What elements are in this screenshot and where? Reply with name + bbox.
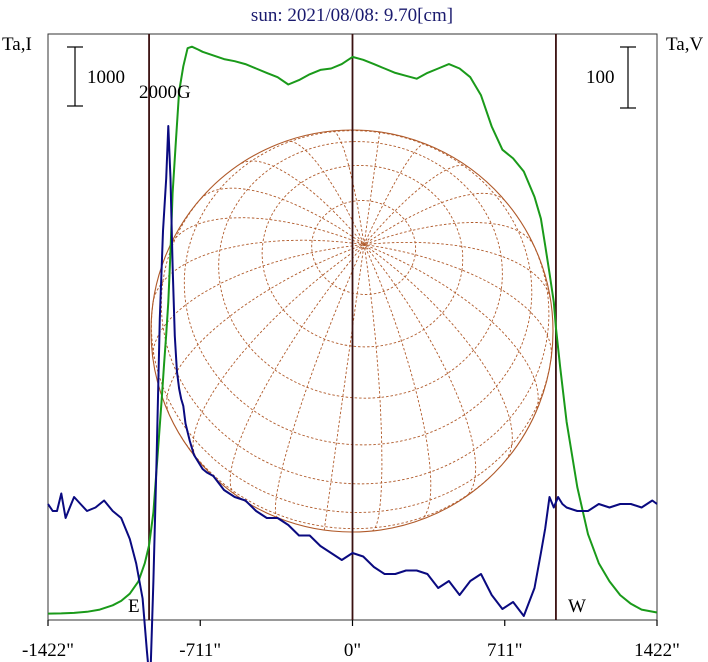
latitude-line xyxy=(218,141,503,399)
left-scale-label: 1000 xyxy=(87,67,125,88)
longitude-line xyxy=(363,222,535,246)
longitude-line xyxy=(285,140,365,245)
longitude-line xyxy=(364,241,551,299)
left-axis-label: Ta,I xyxy=(2,34,32,55)
longitude-line xyxy=(229,244,365,495)
right-scale-label: 100 xyxy=(586,67,615,88)
x-axis-ticks: -1422" -711" 0" 711" 1422" xyxy=(22,620,680,661)
longitude-line xyxy=(363,143,425,245)
west-limb-label: W xyxy=(568,596,586,617)
limb-markers xyxy=(148,34,557,620)
longitude-line xyxy=(363,164,468,245)
x-tick-label: 0" xyxy=(344,640,361,661)
longitude-line xyxy=(200,187,365,245)
longitude-line xyxy=(170,217,365,246)
longitude-line xyxy=(363,244,513,461)
longitude-line xyxy=(363,244,539,414)
chart-title: sun: 2021/08/08: 9.70[cm] xyxy=(251,5,453,26)
east-limb-label: E xyxy=(128,596,140,617)
right-scale-bar xyxy=(620,46,636,109)
right-axis-label: Ta,V xyxy=(666,34,703,55)
series-lines xyxy=(47,45,658,662)
x-tick-label: -711" xyxy=(179,640,221,661)
longitude-line xyxy=(241,160,365,245)
x-tick-label: -1422" xyxy=(22,640,74,661)
longitude-line xyxy=(166,244,365,414)
solar-disk-grid xyxy=(150,129,554,533)
x-tick-label: 1422" xyxy=(634,640,680,661)
x-tick-label: 711" xyxy=(487,640,523,661)
latitude-line xyxy=(178,433,491,530)
longitude-line xyxy=(332,130,365,245)
longitude-line xyxy=(363,192,505,245)
longitude-line xyxy=(363,244,432,521)
longitude-line xyxy=(192,244,365,460)
latitude-line xyxy=(311,200,417,295)
longitude-line xyxy=(364,244,552,359)
longitude-line xyxy=(363,244,477,498)
longitude-line xyxy=(323,244,365,531)
longitude-line xyxy=(363,244,383,532)
latitude-line xyxy=(160,191,550,485)
left-scale-bar xyxy=(67,46,83,107)
longitude-line xyxy=(152,239,365,304)
longitude-line xyxy=(363,131,381,245)
field-strength-label: 2000G xyxy=(139,82,191,103)
stokes-v-line xyxy=(47,125,658,662)
longitude-line xyxy=(274,244,365,519)
latitude-line xyxy=(150,303,552,513)
